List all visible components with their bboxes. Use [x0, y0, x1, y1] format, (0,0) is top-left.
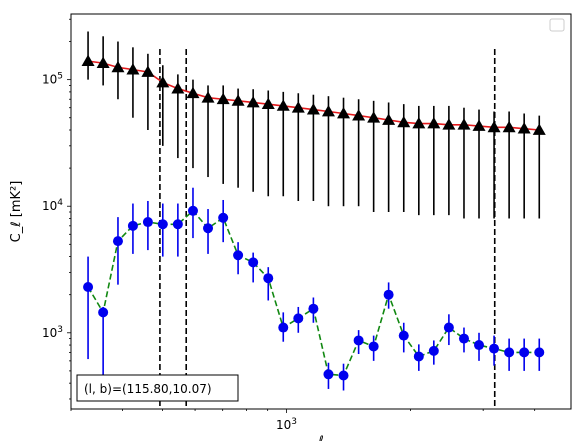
- x-axis-label: ℓ: [317, 434, 323, 441]
- point-s0-2: [111, 60, 125, 73]
- point-s1-25: [458, 333, 469, 344]
- point-s0-20: [382, 113, 396, 125]
- point-s1-11: [248, 257, 259, 268]
- point-s1-23: [428, 345, 439, 356]
- point-s0-0: [81, 54, 95, 67]
- annotation-box: [76, 374, 239, 402]
- point-s0-23: [427, 117, 441, 129]
- point-s0-22: [412, 117, 426, 129]
- point-s0-11: [246, 95, 260, 108]
- point-s0-24: [442, 118, 456, 130]
- point-s0-27: [487, 120, 501, 133]
- point-s0-16: [321, 105, 335, 117]
- point-s1-29: [519, 347, 530, 358]
- point-s0-13: [276, 99, 290, 111]
- point-s0-14: [291, 101, 305, 113]
- point-s0-17: [337, 107, 351, 119]
- error-bars: [87, 31, 541, 391]
- point-s1-6: [172, 219, 183, 230]
- point-s1-8: [203, 223, 214, 234]
- point-s0-3: [126, 63, 140, 75]
- point-s1-21: [398, 330, 409, 341]
- y-tick-label-1: 104: [42, 198, 63, 213]
- point-s0-30: [532, 123, 546, 135]
- point-s1-2: [112, 236, 123, 247]
- point-s1-16: [323, 369, 334, 380]
- point-s0-19: [367, 111, 381, 123]
- point-s1-1: [98, 307, 109, 318]
- point-s1-5: [157, 219, 168, 230]
- point-s1-14: [293, 313, 304, 324]
- point-s1-18: [353, 335, 364, 346]
- annotation-text: (l, b)=(115.80,10.07): [84, 382, 212, 396]
- point-s1-20: [383, 289, 394, 300]
- point-s0-25: [457, 118, 471, 130]
- point-s1-17: [338, 370, 349, 381]
- y-tick-label-0: 103: [42, 325, 63, 340]
- point-s0-21: [397, 115, 411, 128]
- legend: [549, 18, 565, 32]
- point-s0-29: [517, 122, 531, 134]
- point-s0-5: [156, 75, 170, 88]
- point-s1-13: [278, 322, 289, 333]
- point-s1-22: [413, 351, 424, 362]
- point-s1-7: [187, 205, 198, 216]
- point-s0-4: [141, 65, 155, 77]
- series-markers: [81, 54, 546, 381]
- point-s0-28: [502, 120, 516, 133]
- annotation: (l, b)=(115.80,10.07): [76, 374, 239, 402]
- point-s1-28: [504, 347, 515, 358]
- point-s1-19: [368, 341, 379, 352]
- x-tick-label-0: 103: [276, 417, 297, 432]
- plot-frame: [70, 13, 572, 410]
- point-s1-10: [233, 250, 244, 261]
- axis-ticks: 103 103 104 105: [42, 18, 536, 432]
- point-s1-3: [127, 220, 138, 231]
- point-s1-26: [474, 340, 485, 351]
- point-s0-18: [352, 109, 366, 121]
- point-s0-15: [306, 103, 320, 115]
- point-s1-4: [142, 217, 153, 228]
- point-s0-9: [216, 92, 230, 105]
- point-s0-12: [261, 97, 275, 110]
- point-s0-8: [201, 91, 215, 103]
- y-tick-label-2: 105: [42, 72, 63, 87]
- y-axis-label: C_ℓ [mK²]: [9, 181, 24, 243]
- point-s1-30: [534, 347, 545, 358]
- point-s1-24: [443, 322, 454, 333]
- point-s0-6: [171, 82, 185, 94]
- point-s1-15: [308, 303, 319, 314]
- legend-box: [549, 18, 565, 32]
- point-s1-0: [83, 282, 94, 293]
- point-s1-9: [218, 212, 229, 223]
- point-s1-27: [489, 343, 500, 354]
- point-s0-7: [186, 86, 200, 99]
- point-s1-12: [263, 273, 274, 284]
- point-s0-10: [231, 94, 245, 106]
- point-s0-26: [472, 119, 486, 131]
- point-s0-1: [96, 56, 110, 69]
